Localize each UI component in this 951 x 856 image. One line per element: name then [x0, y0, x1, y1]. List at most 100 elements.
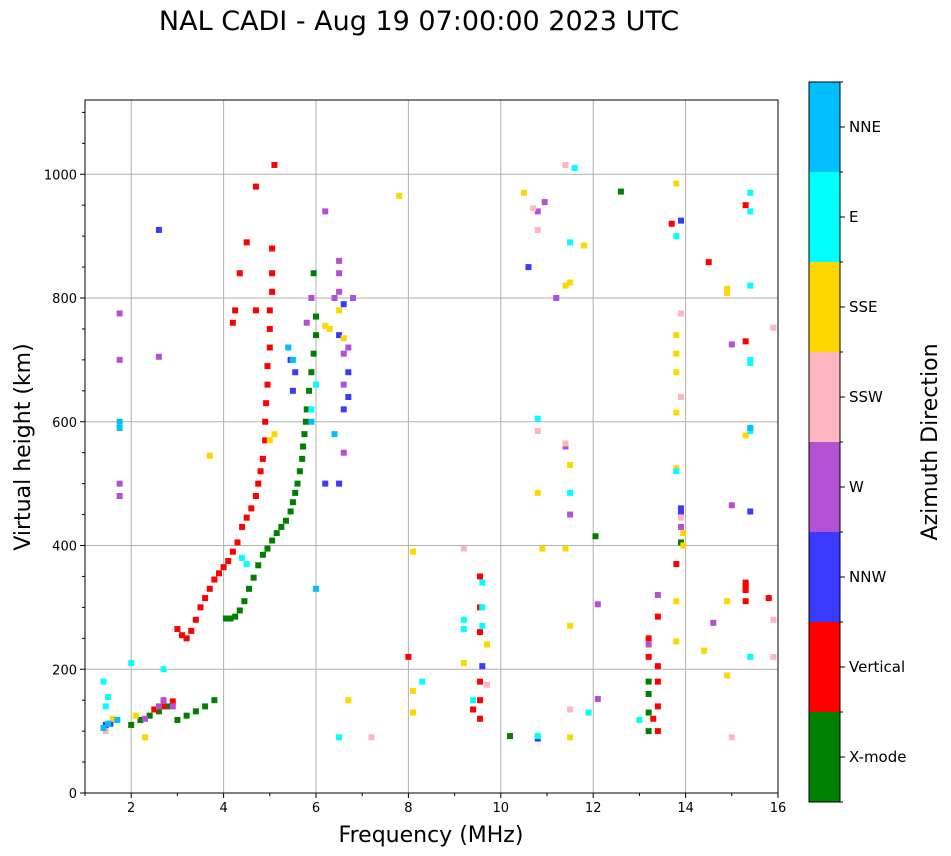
data-point	[262, 418, 269, 425]
data-point	[322, 208, 329, 215]
data-point	[541, 199, 548, 206]
data-point	[562, 161, 569, 168]
data-point	[701, 647, 708, 654]
data-point	[266, 344, 273, 351]
data-point	[100, 678, 107, 685]
data-point	[562, 545, 569, 552]
data-point	[287, 508, 294, 515]
data-point	[673, 598, 680, 605]
data-point	[673, 180, 680, 187]
data-point	[271, 431, 278, 438]
data-point	[155, 226, 162, 233]
data-point	[479, 579, 486, 586]
data-point	[263, 400, 270, 407]
data-point	[567, 489, 574, 496]
data-point	[396, 192, 403, 199]
data-point	[310, 270, 317, 277]
colorbar-segment	[809, 352, 840, 442]
data-point	[677, 523, 684, 530]
data-point	[255, 562, 262, 569]
data-point	[534, 489, 541, 496]
data-point	[534, 733, 541, 740]
data-point	[617, 188, 624, 195]
data-point	[677, 539, 684, 546]
data-point	[479, 604, 486, 611]
data-point	[336, 288, 343, 295]
x-axis-label: Frequency (MHz)	[339, 823, 524, 848]
data-point	[336, 734, 343, 741]
data-point	[285, 344, 292, 351]
data-points	[100, 161, 777, 742]
data-point	[137, 716, 144, 723]
data-point	[269, 537, 276, 544]
data-point	[165, 703, 172, 710]
data-point	[236, 270, 243, 277]
data-point	[479, 622, 486, 629]
data-point	[562, 440, 569, 447]
data-point	[183, 712, 190, 719]
data-point	[336, 257, 343, 264]
data-point	[747, 189, 754, 196]
data-point	[747, 359, 754, 366]
data-point	[410, 548, 417, 555]
data-point	[742, 202, 749, 209]
data-point	[225, 557, 232, 564]
data-point	[116, 424, 123, 431]
data-point	[264, 363, 271, 370]
data-point	[264, 381, 271, 388]
data-point	[174, 716, 181, 723]
data-point	[331, 295, 338, 301]
data-point	[102, 703, 109, 710]
data-point	[234, 539, 241, 546]
data-point	[116, 310, 123, 317]
data-point	[331, 431, 338, 438]
data-point	[654, 663, 661, 670]
data-point	[155, 708, 162, 715]
data-point	[179, 632, 186, 639]
data-point	[728, 734, 735, 741]
data-point	[336, 480, 343, 487]
data-point	[534, 208, 541, 215]
data-point	[705, 259, 712, 266]
data-point	[206, 452, 213, 459]
colorbar-segment	[809, 442, 840, 532]
data-point	[336, 332, 343, 339]
data-point	[229, 319, 236, 326]
data-point	[479, 663, 486, 670]
data-point	[264, 545, 271, 552]
data-point	[340, 301, 347, 308]
data-point	[243, 561, 250, 568]
data-point	[747, 428, 754, 435]
data-point	[553, 295, 560, 301]
data-point	[477, 629, 484, 636]
data-point	[765, 595, 772, 602]
x-tick-label: 10	[493, 801, 510, 816]
data-point	[250, 574, 257, 581]
data-point	[567, 622, 574, 629]
data-point	[142, 734, 149, 741]
series-w	[116, 199, 735, 722]
colorbar: X-mode Vertical NNW W SSW SSE E NNE	[808, 81, 906, 803]
data-point	[747, 208, 754, 215]
data-point	[257, 468, 264, 475]
data-point	[567, 734, 574, 741]
data-point	[300, 443, 307, 450]
data-point	[580, 242, 587, 249]
data-point	[673, 233, 680, 240]
data-point	[269, 288, 276, 295]
data-point	[239, 554, 246, 561]
series-nne	[100, 344, 754, 732]
data-point	[114, 716, 121, 723]
data-point	[146, 712, 153, 719]
colorbar-frame	[808, 81, 841, 803]
data-point	[132, 712, 139, 719]
data-point	[308, 295, 315, 301]
data-point	[742, 582, 749, 589]
data-point	[534, 226, 541, 233]
data-point	[654, 613, 661, 620]
data-point	[724, 672, 731, 679]
data-point	[239, 523, 246, 530]
data-point	[192, 708, 199, 715]
y-axis: 0 200 400 600 800 1000	[44, 111, 85, 802]
data-point	[728, 341, 735, 348]
